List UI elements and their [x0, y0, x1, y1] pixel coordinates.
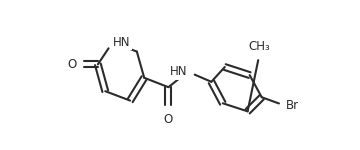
Text: HN: HN [113, 36, 130, 49]
Text: O: O [68, 58, 77, 71]
Text: CH₃: CH₃ [249, 40, 271, 53]
Text: O: O [164, 113, 173, 126]
Text: HN: HN [170, 65, 188, 78]
Text: Br: Br [286, 99, 299, 112]
